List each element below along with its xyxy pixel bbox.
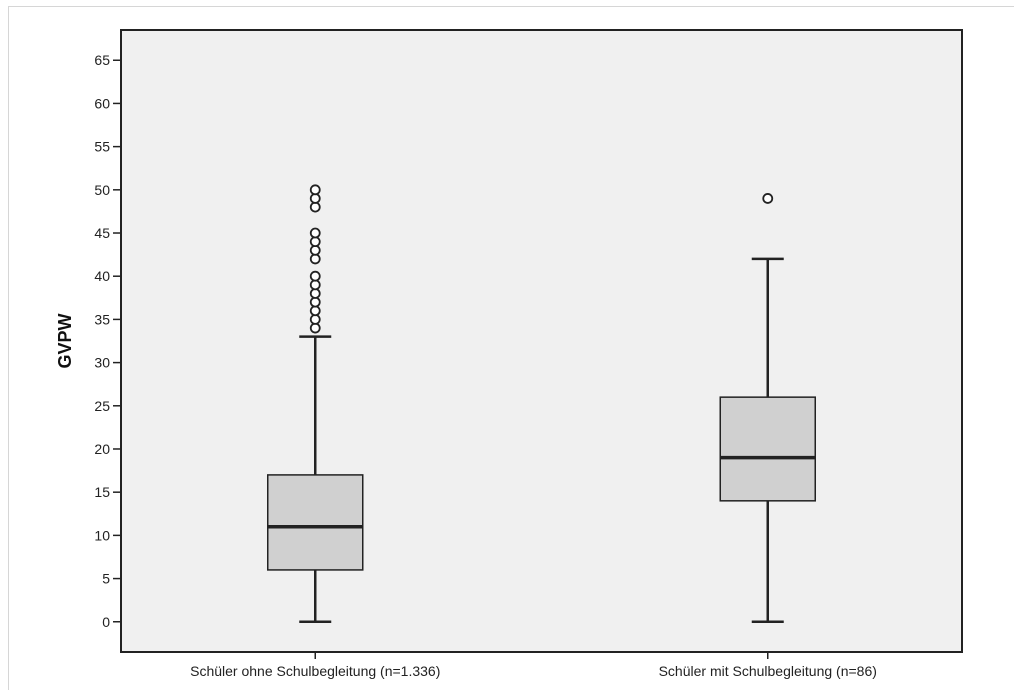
y-tick-label: 45 bbox=[94, 225, 110, 241]
y-tick-label: 35 bbox=[94, 311, 110, 327]
iqr-box bbox=[719, 396, 816, 502]
y-tick-label: 20 bbox=[94, 441, 110, 457]
outlier-point bbox=[309, 244, 321, 256]
boxes bbox=[267, 184, 816, 624]
x-axis: Schüler ohne Schulbegleitung (n=1.336) Sc… bbox=[190, 652, 877, 679]
box-group bbox=[719, 193, 816, 624]
outlier-point bbox=[309, 296, 321, 308]
x-tick-label: Schüler ohne Schulbegleitung (n=1.336) bbox=[190, 663, 440, 679]
y-tick-label: 50 bbox=[94, 182, 110, 198]
outlier-point bbox=[309, 193, 321, 204]
outlier-point bbox=[309, 314, 321, 325]
outlier-point bbox=[309, 288, 321, 299]
x-tick-label: Schüler mit Schulbegleitung (n=86) bbox=[659, 663, 877, 679]
outlier-point bbox=[309, 279, 321, 291]
y-tick-label: 15 bbox=[94, 484, 110, 500]
y-tick-label: 60 bbox=[94, 95, 110, 111]
y-tick-label: 65 bbox=[94, 52, 110, 68]
outlier-point bbox=[309, 305, 321, 317]
y-tick-label: 5 bbox=[102, 571, 110, 587]
outlier-point bbox=[762, 193, 774, 204]
y-axis: 0 5 10 15 20 25 30 35 40 45 50 55 60 65 bbox=[94, 52, 121, 630]
y-tick-label: 40 bbox=[94, 268, 110, 284]
y-tick-label: 55 bbox=[94, 139, 110, 155]
y-tick-label: 0 bbox=[102, 614, 110, 630]
box-group bbox=[267, 184, 364, 624]
y-tick-label: 10 bbox=[94, 527, 110, 543]
outlier-point bbox=[309, 253, 321, 265]
outlier-point bbox=[309, 184, 321, 196]
outlier-point bbox=[309, 270, 321, 282]
figure-frame bbox=[8, 6, 1014, 690]
y-tick-label: 30 bbox=[94, 355, 110, 371]
outlier-point bbox=[309, 201, 321, 213]
outlier-point bbox=[309, 236, 321, 248]
outlier-point bbox=[309, 322, 321, 334]
iqr-box bbox=[267, 474, 364, 571]
y-axis-label: GVPW bbox=[55, 313, 75, 368]
plot-area bbox=[120, 29, 963, 653]
y-tick-label: 25 bbox=[94, 398, 110, 414]
outlier-point bbox=[309, 227, 321, 239]
